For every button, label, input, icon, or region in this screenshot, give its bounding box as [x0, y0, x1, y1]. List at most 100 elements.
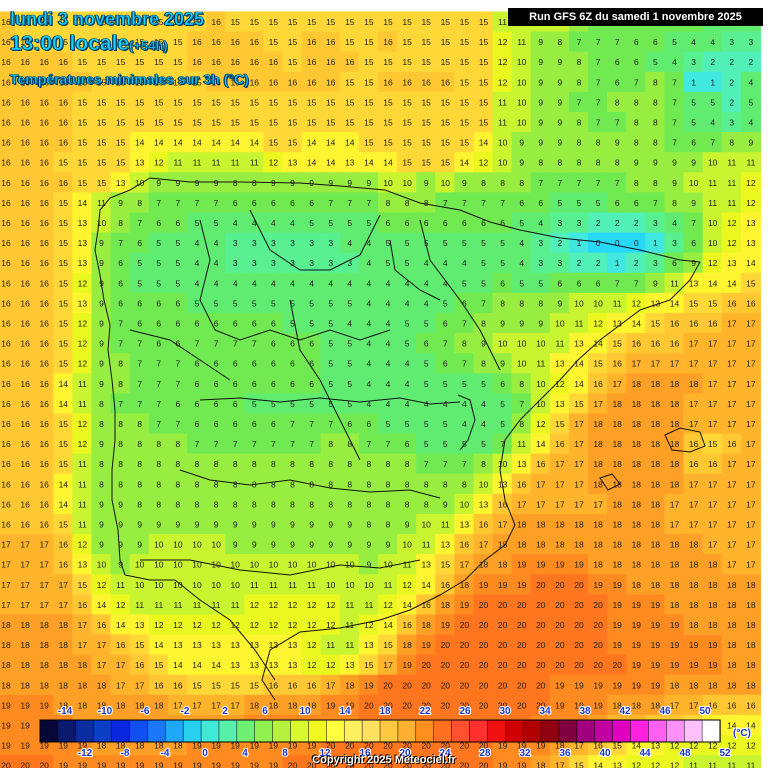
grid-value: 12 [97, 580, 107, 590]
grid-cell [244, 594, 265, 616]
grid-value: 9 [519, 158, 524, 168]
grid-value: 15 [173, 57, 183, 67]
grid-value: 9 [156, 520, 161, 530]
grid-value: 11 [135, 600, 144, 610]
grid-value: 4 [405, 359, 410, 369]
grid-value: 5 [290, 319, 295, 329]
grid-cell [34, 312, 55, 335]
grid-cell [511, 292, 532, 314]
grid-value: 10 [364, 580, 374, 590]
grid-cell [320, 534, 341, 556]
grid-value: 16 [39, 439, 49, 449]
grid-value: 12 [211, 620, 221, 630]
legend-label-top: 42 [619, 706, 631, 717]
grid-value: 13 [173, 640, 183, 650]
grid-cell [129, 172, 150, 194]
grid-cell [225, 132, 246, 154]
grid-value: 8 [367, 459, 372, 469]
grid-cell [339, 312, 360, 335]
grid-cell [702, 493, 723, 515]
grid-cell [435, 574, 456, 596]
grid-cell [530, 51, 551, 73]
grid-cell [53, 353, 74, 375]
grid-value: 5 [309, 218, 314, 228]
grid-cell [645, 554, 666, 576]
grid-cell [148, 292, 169, 314]
grid-value: 14 [307, 158, 317, 168]
grid-cell [473, 594, 494, 616]
grid-value: 8 [577, 158, 582, 168]
grid-cell [72, 71, 93, 93]
grid-value: 10 [689, 178, 699, 188]
grid-value: 16 [498, 499, 508, 509]
grid-cell [492, 694, 513, 716]
grid-cell [568, 493, 590, 515]
grid-cell [645, 51, 666, 73]
grid-cell [34, 473, 55, 495]
grid-value: 6 [577, 278, 582, 288]
grid-value: 16 [479, 520, 489, 530]
grid-value: 16 [1, 399, 11, 409]
legend-swatch [326, 719, 345, 743]
grid-value: 15 [612, 339, 622, 349]
grid-cell [91, 513, 112, 536]
grid-value: 3 [271, 238, 276, 248]
grid-value: 11 [154, 600, 163, 610]
grid-value: 19 [593, 580, 603, 590]
grid-value: 8 [367, 499, 372, 509]
grid-value: 19 [632, 680, 642, 690]
grid-cell [683, 152, 704, 174]
grid-cell [549, 272, 570, 294]
grid-cell [568, 594, 590, 616]
grid-value: 15 [307, 97, 317, 107]
grid-value: 16 [173, 680, 183, 690]
grid-value: 10 [517, 359, 527, 369]
grid-value: 2 [596, 218, 601, 228]
grid-cell [34, 11, 55, 33]
grid-cell [530, 132, 551, 154]
grid-cell [263, 111, 284, 134]
grid-cell [15, 232, 36, 254]
grid-value: 7 [538, 178, 543, 188]
grid-cell [72, 31, 93, 53]
legend-swatch [397, 719, 417, 743]
grid-value: 20 [441, 640, 451, 650]
grid-value: 7 [233, 439, 238, 449]
grid-cell [282, 111, 303, 134]
grid-value: 18 [746, 620, 756, 630]
grid-value: 5 [481, 278, 486, 288]
grid-cell [740, 192, 761, 214]
grid-value: 14 [574, 379, 584, 389]
grid-value: 4 [214, 258, 219, 268]
grid-value: 16 [1, 238, 11, 248]
grid-value: 10 [230, 580, 240, 590]
grid-value: 7 [347, 198, 352, 208]
grid-value: 18 [612, 520, 622, 530]
grid-cell [435, 252, 456, 274]
grid-value: 12 [78, 439, 88, 449]
grid-value: 8 [443, 479, 448, 489]
grid-value: 8 [176, 459, 181, 469]
grid-cell [454, 493, 475, 515]
grid-cell [186, 634, 208, 656]
grid-value: 10 [460, 499, 470, 509]
grid-value: 18 [498, 540, 508, 550]
grid-value: 13 [651, 298, 661, 308]
grid-value: 16 [1, 479, 11, 489]
grid-value: 15 [479, 118, 489, 128]
grid-cell [15, 292, 36, 314]
grid-value: 15 [364, 660, 374, 670]
grid-value: 14 [479, 138, 489, 148]
grid-value: 7 [500, 439, 505, 449]
grid-value: 19 [402, 660, 412, 670]
grid-value: 18 [670, 479, 680, 489]
grid-cell [358, 413, 379, 435]
grid-cell [377, 111, 399, 134]
grid-cell [0, 11, 17, 33]
legend-top-labels: -14 -10 -6 -2 2 6 10 14 18 22 26 30 34 38 42 46 50 [57, 705, 712, 718]
grid-value: 7 [443, 459, 448, 469]
grid-value: 10 [192, 580, 202, 590]
grid-value: 9 [691, 258, 696, 268]
grid-value: 5 [749, 97, 754, 107]
grid-cell [588, 654, 609, 676]
